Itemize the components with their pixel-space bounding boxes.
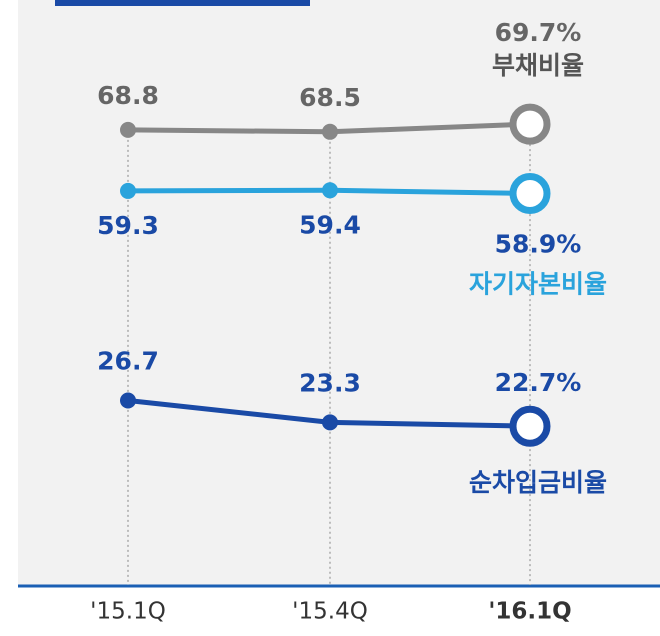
point	[322, 182, 338, 199]
series-name: 부채비율	[492, 51, 584, 80]
top-accent	[55, 0, 310, 6]
point	[322, 414, 338, 431]
point	[120, 121, 136, 138]
end-marker	[509, 103, 551, 145]
series-name: 자기자본비율	[469, 270, 607, 299]
value-label: 59.3	[97, 211, 159, 240]
value-label: 59.4	[299, 210, 361, 239]
plot-background	[18, 0, 660, 585]
value-label: 68.8	[97, 81, 159, 110]
end-marker	[509, 405, 551, 447]
end-marker	[509, 173, 551, 214]
series-name: 순차입금비율	[469, 468, 607, 497]
point	[120, 182, 136, 199]
value-label: 26.7	[97, 347, 159, 376]
x-tick-label: '15.4Q	[292, 599, 368, 625]
value-label: 23.3	[299, 368, 361, 397]
x-tick-label: '15.1Q	[90, 599, 166, 625]
point	[322, 123, 338, 140]
value-label: 58.9%	[495, 230, 582, 259]
value-label: 22.7%	[495, 368, 582, 397]
point	[120, 392, 136, 409]
value-label: 68.5	[299, 83, 361, 112]
x-tick-label: '16.1Q	[488, 599, 571, 625]
value-label: 69.7%	[495, 18, 582, 47]
